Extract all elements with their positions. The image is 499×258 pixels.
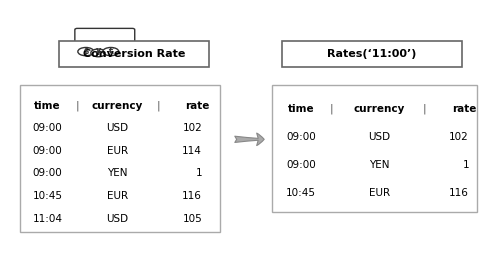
Text: €: € <box>108 47 113 56</box>
Text: Conversion Rate: Conversion Rate <box>82 49 185 59</box>
Text: EUR: EUR <box>107 146 128 156</box>
Text: 116: 116 <box>182 191 202 201</box>
Text: 1: 1 <box>463 160 469 170</box>
Text: currency: currency <box>92 101 143 110</box>
Text: USD: USD <box>106 123 128 133</box>
Text: 105: 105 <box>182 214 202 224</box>
Text: USD: USD <box>106 214 128 224</box>
Circle shape <box>91 49 106 57</box>
Text: 114: 114 <box>182 146 202 156</box>
Text: time: time <box>34 101 61 110</box>
Text: |: | <box>75 100 79 111</box>
Text: EUR: EUR <box>107 191 128 201</box>
Text: 09:00: 09:00 <box>32 123 62 133</box>
Text: 09:00: 09:00 <box>32 146 62 156</box>
Text: YEN: YEN <box>369 160 390 170</box>
Text: time: time <box>287 104 314 114</box>
Text: 10:45: 10:45 <box>32 191 62 201</box>
Text: |: | <box>422 104 426 114</box>
Text: 102: 102 <box>182 123 202 133</box>
Bar <box>272 85 477 212</box>
Circle shape <box>78 47 94 56</box>
Text: rate: rate <box>452 104 476 114</box>
Text: 116: 116 <box>449 188 469 198</box>
Text: |: | <box>157 100 161 111</box>
Text: 11:04: 11:04 <box>32 214 62 224</box>
Bar <box>20 85 220 232</box>
Text: 09:00: 09:00 <box>286 160 316 170</box>
Bar <box>282 41 462 67</box>
Text: EUR: EUR <box>369 188 390 198</box>
Text: $: $ <box>83 47 88 56</box>
Text: |: | <box>330 104 334 114</box>
Text: 09:00: 09:00 <box>286 132 316 142</box>
Text: 10:45: 10:45 <box>286 188 316 198</box>
Text: Rates(‘11:00’): Rates(‘11:00’) <box>327 49 417 59</box>
Text: ¥: ¥ <box>96 49 101 57</box>
Circle shape <box>103 47 119 56</box>
Text: rate: rate <box>185 101 209 110</box>
Text: 09:00: 09:00 <box>32 168 62 178</box>
Text: YEN: YEN <box>107 168 128 178</box>
Text: currency: currency <box>354 104 405 114</box>
Bar <box>59 41 209 67</box>
FancyBboxPatch shape <box>75 28 135 48</box>
Text: USD: USD <box>368 132 390 142</box>
Text: 102: 102 <box>449 132 469 142</box>
Text: 1: 1 <box>196 168 202 178</box>
